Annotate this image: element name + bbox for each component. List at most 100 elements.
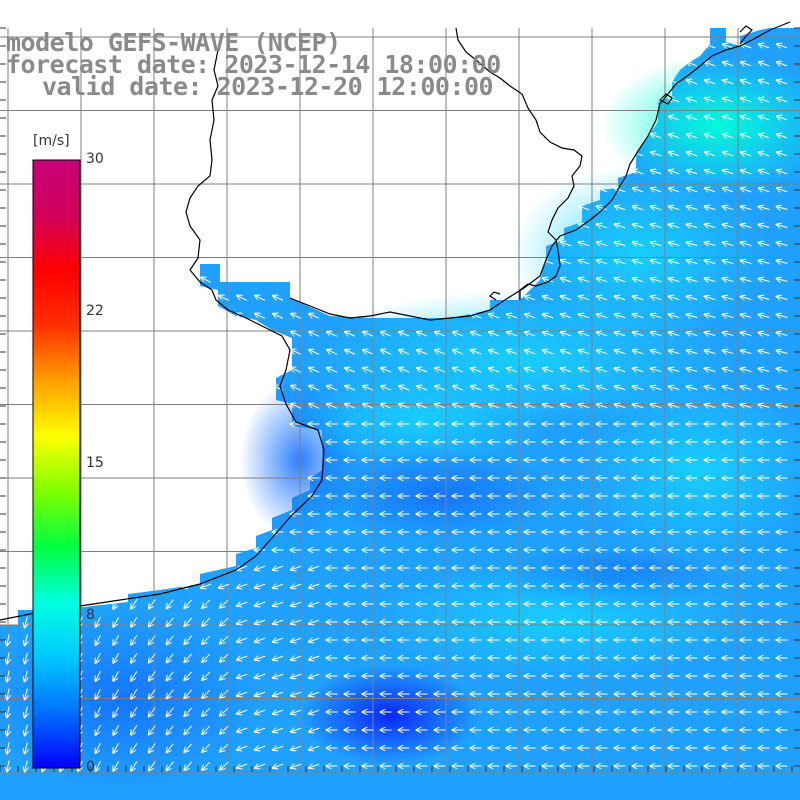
wind-arrow [255, 602, 266, 606]
wind-arrow [237, 656, 248, 660]
wind-arrow [561, 314, 572, 318]
wind-arrow [741, 224, 752, 227]
wind-arrow [705, 368, 716, 371]
wind-arrow [615, 260, 626, 264]
wind-arrow [471, 404, 482, 408]
wind-arrow [741, 62, 752, 66]
wind-arrow [309, 386, 320, 391]
wind-arrow [741, 206, 752, 209]
wind-arrow [381, 350, 392, 355]
wind-arrow [291, 602, 302, 606]
wind-arrow [723, 152, 734, 156]
wind-arrow [363, 404, 374, 409]
wind-arrow [113, 706, 120, 717]
wind-arrow [669, 188, 680, 192]
wind-arrow [615, 350, 626, 354]
wind-arrow [273, 602, 284, 606]
wind-arrow [167, 707, 174, 717]
wind-arrow [633, 170, 644, 174]
wind-arrow [651, 206, 662, 209]
coastline [0, 21, 791, 621]
wind-arrow [309, 638, 320, 642]
wind-arrow [597, 368, 608, 372]
wind-arrow [615, 332, 626, 336]
wind-arrow [687, 116, 698, 120]
wind-arrow [435, 332, 446, 336]
wind-arrow [651, 152, 662, 156]
wind-arrow [399, 404, 410, 409]
wind-arrow [741, 314, 752, 317]
wind-arrow [273, 296, 284, 301]
wind-arrow [759, 333, 770, 336]
wind-arrow [220, 743, 229, 751]
wind-arrow [167, 725, 174, 735]
wind-arrow [543, 278, 554, 282]
wind-arrow [723, 350, 734, 353]
wind-arrow [651, 278, 662, 281]
wind-arrow [96, 742, 101, 753]
wind-arrow [759, 44, 770, 48]
wind-arrow [723, 260, 734, 263]
wind-arrow [525, 314, 536, 318]
wind-arrow [255, 566, 266, 570]
wind-arrow [669, 350, 680, 353]
wind-arrow [669, 260, 680, 263]
wind-arrow [113, 670, 120, 681]
wind-arrow [669, 404, 680, 407]
wind-arrow [777, 98, 788, 102]
wind-arrow [237, 638, 248, 642]
wind-arrow [615, 206, 626, 210]
wind-arrow [615, 242, 626, 246]
wind-arrow [327, 386, 338, 391]
colorbar-unit: [m/s] [33, 133, 70, 149]
wind-arrow [273, 584, 284, 588]
wind-arrow [633, 188, 644, 192]
wind-arrow [651, 242, 662, 245]
wind-arrow [633, 296, 644, 299]
wind-arrow [201, 584, 212, 588]
wind-arrow [741, 134, 752, 138]
wind-arrow [149, 743, 156, 753]
ocean-field [0, 28, 800, 800]
wind-arrow [597, 260, 608, 264]
wind-arrow [561, 260, 572, 264]
wind-arrow [705, 224, 716, 227]
wind-arrow [184, 725, 193, 734]
wind-arrow [167, 671, 174, 681]
wind-arrow [741, 170, 752, 174]
wind-arrow [345, 386, 356, 391]
wind-arrow [525, 368, 536, 372]
wind-arrow [435, 368, 446, 372]
wind-arrow [705, 170, 716, 174]
wind-arrow [651, 332, 662, 335]
wind-arrow [363, 368, 374, 373]
wind-arrow [381, 404, 392, 409]
wind-arrow [309, 710, 320, 714]
wind-arrow [291, 566, 302, 570]
wind-arrow [759, 116, 770, 120]
wind-arrow [597, 314, 608, 318]
wind-arrow [507, 314, 518, 318]
wind-arrow [471, 386, 482, 390]
wind-arrow [149, 671, 156, 681]
wind-arrow [705, 116, 716, 120]
wind-arrow [597, 206, 608, 210]
wind-arrow [705, 62, 716, 66]
wind-arrow [741, 260, 752, 263]
wind-arrow [669, 224, 680, 227]
wind-arrow [273, 620, 284, 624]
wind-arrow [597, 224, 608, 228]
wind-arrow [777, 315, 788, 318]
wind-arrow [777, 333, 788, 336]
wind-arrow [113, 616, 120, 627]
wind-arrow [202, 617, 211, 626]
wind-arrow [705, 350, 716, 353]
wind-arrow [255, 584, 266, 588]
wind-arrow [597, 332, 608, 336]
colorbar-scale [32, 159, 81, 769]
wind-arrow [291, 674, 302, 678]
wind-arrow [237, 296, 248, 301]
wind-arrow [453, 368, 464, 372]
wind-arrow [327, 350, 338, 355]
wind-arrow [255, 314, 266, 319]
